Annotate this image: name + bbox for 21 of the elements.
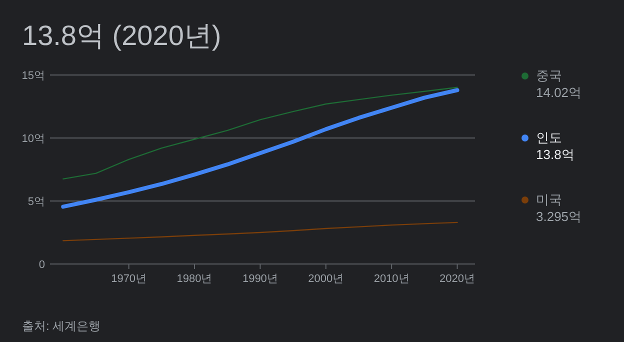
x-tick-label: 2010년 [374,273,410,285]
y-tick-label: 5억 [28,196,45,208]
source-note: 출처: 세계은행 [22,319,101,333]
legend-label: 인도 [536,130,562,145]
x-tick-label: 1990년 [242,273,278,285]
y-tick-label: 0 [38,259,45,271]
legend-label: 미국 [536,192,562,207]
legend-label: 중국 [536,68,562,83]
chart-title: 13.8억 (2020년) [22,20,222,51]
line-series [62,86,458,180]
y-tick-label: 10억 [22,133,45,145]
line-series [62,222,458,242]
line-series [61,88,460,209]
x-tick-label: 2000년 [308,273,344,285]
y-tick-label: 15억 [22,70,45,82]
text: 3.295억 [536,209,582,224]
x-tick-label: 1970년 [111,273,147,285]
x-tick-label: 1980년 [176,273,212,285]
text: 13.8억 [536,147,574,162]
x-tick-label: 2020년 [440,273,476,285]
text: 14.02억 [536,85,582,100]
